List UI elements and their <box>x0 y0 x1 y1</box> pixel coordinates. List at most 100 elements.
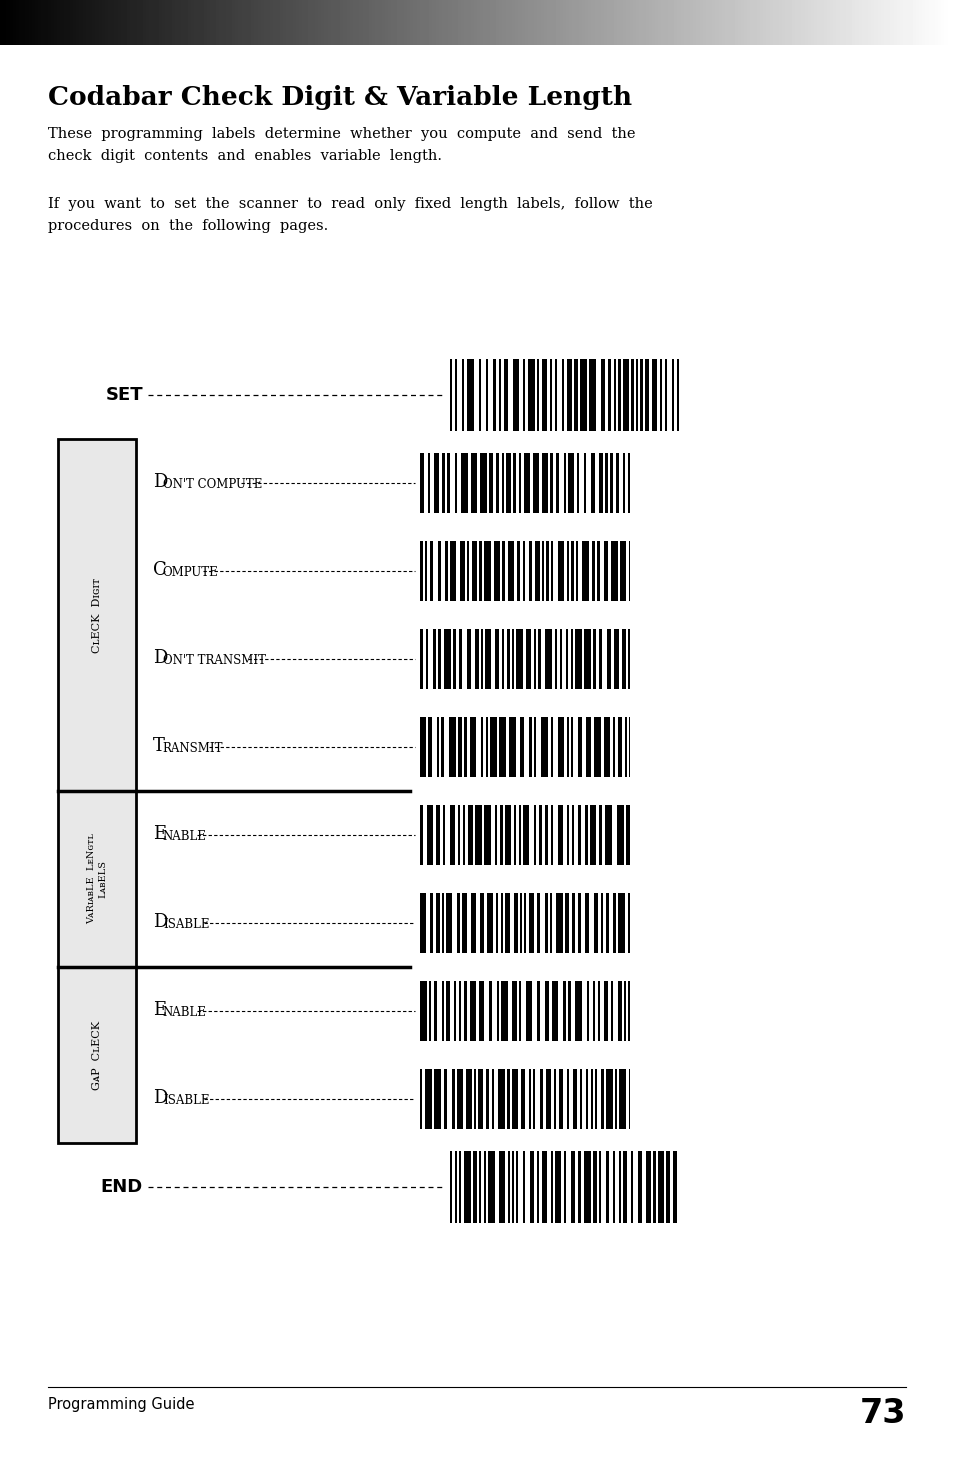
Bar <box>537 1150 538 1223</box>
Bar <box>500 981 507 1041</box>
Bar <box>497 981 498 1041</box>
Bar <box>567 981 571 1041</box>
Bar <box>574 358 578 431</box>
Bar <box>518 981 520 1041</box>
Bar <box>434 1069 440 1128</box>
Bar <box>578 1150 580 1223</box>
Bar <box>614 628 618 689</box>
Bar <box>544 981 548 1041</box>
Text: D: D <box>152 649 167 667</box>
Bar <box>467 358 474 431</box>
Bar <box>519 892 521 953</box>
Bar <box>603 717 609 777</box>
Text: ISABLE: ISABLE <box>163 917 210 931</box>
Bar <box>518 453 520 513</box>
Bar <box>495 805 497 864</box>
Bar <box>645 1150 650 1223</box>
Bar <box>618 1150 620 1223</box>
Bar <box>664 358 666 431</box>
Bar <box>514 805 516 864</box>
Bar <box>461 358 463 431</box>
Bar <box>594 717 600 777</box>
Bar <box>593 628 596 689</box>
Text: SET: SET <box>105 386 143 404</box>
Bar <box>470 717 476 777</box>
Bar <box>613 892 616 953</box>
Bar <box>456 892 459 953</box>
Bar <box>605 1150 608 1223</box>
Bar <box>598 628 601 689</box>
Bar <box>600 892 602 953</box>
Bar <box>630 1150 633 1223</box>
Bar <box>566 1069 568 1128</box>
Bar <box>535 541 539 600</box>
Bar <box>437 541 440 600</box>
Bar <box>517 541 519 600</box>
Bar <box>564 892 568 953</box>
Bar <box>507 541 514 600</box>
Bar <box>480 628 482 689</box>
Bar <box>529 892 534 953</box>
Bar <box>419 892 426 953</box>
Bar <box>561 358 563 431</box>
Bar <box>583 453 585 513</box>
Bar <box>429 981 431 1041</box>
Bar <box>541 541 543 600</box>
Bar <box>551 717 553 777</box>
Bar <box>571 717 573 777</box>
Bar <box>463 717 467 777</box>
Bar <box>58 968 136 1143</box>
Bar <box>538 805 541 864</box>
Bar <box>58 440 136 791</box>
Bar <box>592 541 595 600</box>
Bar <box>603 541 607 600</box>
Bar <box>534 717 536 777</box>
Bar <box>419 981 427 1041</box>
Bar <box>470 981 476 1041</box>
Bar <box>603 981 607 1041</box>
Bar <box>578 805 580 864</box>
Bar <box>555 358 557 431</box>
Bar <box>475 805 481 864</box>
Bar <box>428 717 432 777</box>
Bar <box>552 981 558 1041</box>
Bar <box>534 628 536 689</box>
Bar <box>494 541 499 600</box>
Bar <box>563 1150 565 1223</box>
Bar <box>454 981 456 1041</box>
Text: E: E <box>152 1002 166 1019</box>
Bar <box>586 981 588 1041</box>
Bar <box>638 1150 641 1223</box>
Bar <box>434 981 436 1041</box>
Bar <box>458 981 460 1041</box>
Bar <box>501 541 504 600</box>
Bar <box>497 1069 504 1128</box>
Bar <box>539 1069 542 1128</box>
Bar <box>537 981 539 1041</box>
Bar <box>468 805 473 864</box>
Bar <box>544 892 547 953</box>
Bar <box>504 805 511 864</box>
Bar <box>578 717 581 777</box>
Bar <box>530 1150 534 1223</box>
Bar <box>516 628 522 689</box>
Bar <box>522 1150 524 1223</box>
Bar <box>672 1150 677 1223</box>
Bar <box>534 805 536 864</box>
Bar <box>537 628 540 689</box>
Bar <box>610 981 613 1041</box>
Bar <box>485 358 488 431</box>
Bar <box>58 791 136 968</box>
Text: END: END <box>101 1179 143 1196</box>
Bar <box>566 541 568 600</box>
Bar <box>578 892 580 953</box>
Bar <box>614 358 616 431</box>
Bar <box>613 1150 615 1223</box>
Bar <box>627 453 629 513</box>
Bar <box>426 628 428 689</box>
Bar <box>458 628 461 689</box>
Bar <box>513 358 518 431</box>
Bar <box>506 628 510 689</box>
Bar <box>606 628 610 689</box>
Bar <box>522 805 529 864</box>
